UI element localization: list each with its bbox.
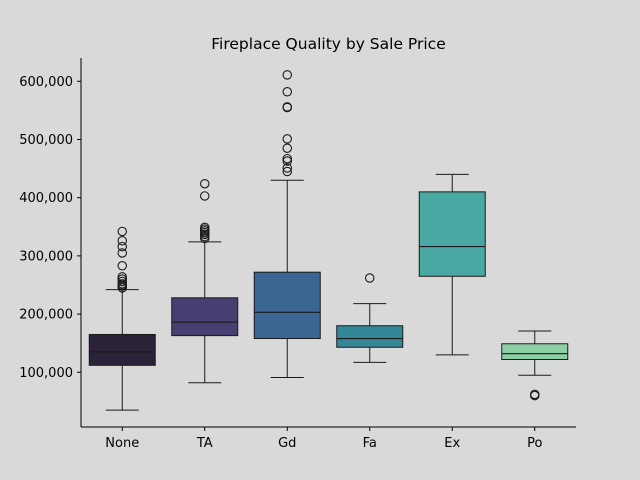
outlier-fa-0 <box>364 273 375 283</box>
y-tick-label-1: 200,000 <box>19 308 73 323</box>
plot-area: 100,000 200,000 300,000 400,000 500,000 600,0… <box>19 58 576 451</box>
x-tick-label-po: Po <box>527 436 542 451</box>
x-tick-label-ta: TA <box>196 436 213 451</box>
outlier-gd-2 <box>282 156 292 166</box>
outlier-gd-8 <box>282 87 292 97</box>
outlier-ta-6 <box>200 222 210 233</box>
outlier-none-6 <box>117 272 128 282</box>
x-tick-label-gd: Gd <box>278 436 296 451</box>
y-tick-label-2: 300,000 <box>19 249 73 264</box>
outlier-none-11 <box>117 226 128 237</box>
y-tick-label-3: 400,000 <box>19 191 73 206</box>
box-gd <box>253 271 321 340</box>
x-tick-label-ex: Ex <box>444 436 460 451</box>
x-tick-label-fa: Fa <box>363 436 377 451</box>
box-ta <box>171 297 239 337</box>
y-tick-label-4: 500,000 <box>19 133 73 148</box>
outlier-gd-1 <box>282 163 292 173</box>
outlier-none-9 <box>117 241 128 252</box>
outlier-gd-7 <box>282 102 292 112</box>
outlier-gd-0 <box>282 166 292 177</box>
chart-title: Fireplace Quality by Sale Price <box>211 35 445 53</box>
box-po <box>501 343 569 360</box>
outlier-gd-5 <box>282 134 292 144</box>
outlier-none-7 <box>117 261 128 271</box>
box-ex <box>418 191 486 277</box>
outlier-none-10 <box>117 236 128 246</box>
outlier-none-5 <box>117 274 128 284</box>
outlier-gd-9 <box>282 70 292 80</box>
y-tick-label-5: 600,000 <box>19 75 73 90</box>
x-tick-label-none: None <box>105 436 139 451</box>
outlier-none-8 <box>117 248 128 258</box>
outlier-none-4 <box>117 276 128 287</box>
box-fa <box>336 325 404 348</box>
outlier-ta-1 <box>200 231 210 242</box>
outlier-none-3 <box>117 279 128 289</box>
outlier-gd-3 <box>282 153 292 164</box>
y-tick-label-0: 100,000 <box>19 366 73 381</box>
outlier-gd-4 <box>282 143 292 153</box>
outlier-ta-8 <box>200 178 210 189</box>
outlier-po-1 <box>529 389 540 400</box>
outlier-ta-7 <box>200 191 210 201</box>
box-none <box>88 333 156 366</box>
